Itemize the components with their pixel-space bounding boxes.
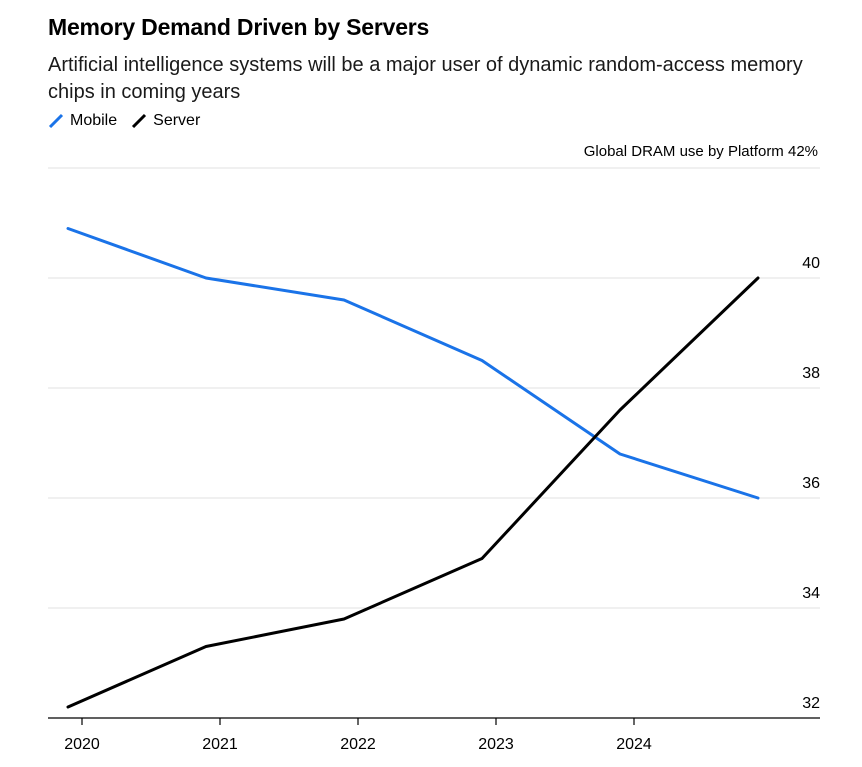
chart-subtitle: Artificial intelligence systems will be … [48,54,803,103]
x-tick-label: 2021 [202,736,238,753]
slash-line-icon [48,113,64,129]
y-tick-label: 34 [802,585,820,602]
x-tick-label: 2022 [340,736,376,753]
legend-item-mobile: Mobile [48,112,117,130]
y-tick-label: 36 [802,475,820,492]
data-series [66,227,760,709]
chart-title: Memory Demand Driven by Servers [48,14,430,40]
gridlines [48,167,820,609]
x-tick-label: 2023 [478,736,514,753]
legend-label-server: Server [153,112,201,129]
x-tick-label: 2024 [616,736,652,753]
series-line-server [66,276,760,709]
legend-item-server: Server [131,112,200,130]
chart-legend: Mobile Server [48,112,214,130]
axes: 32 34 36 38 40 2020 2021 2022 2023 2024 [48,255,820,753]
y-tick-label: 40 [802,255,820,272]
legend-label-mobile: Mobile [70,112,118,129]
slash-line-icon [132,113,147,129]
y-tick-label: 38 [802,365,820,382]
y-tick-label: 32 [802,695,820,712]
y-axis-units-label: Global DRAM use by Platform 42% [583,143,818,160]
series-line-mobile [66,227,760,500]
x-tick-label: 2020 [64,736,100,753]
